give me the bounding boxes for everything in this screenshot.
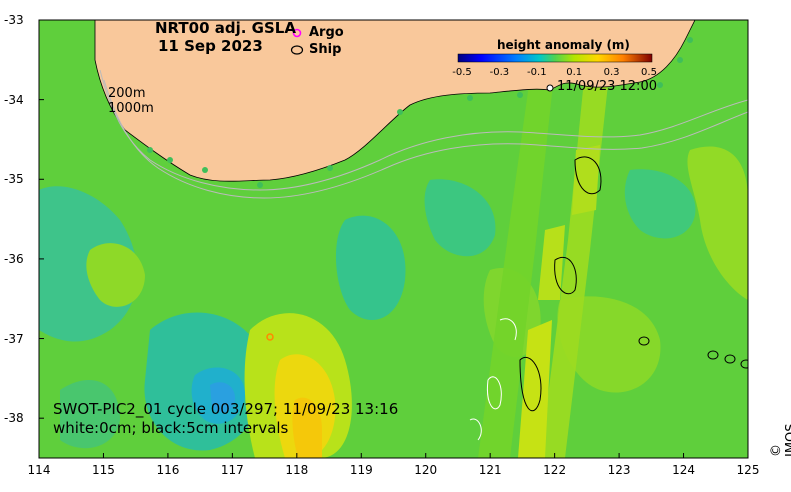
isobath-label-200m: 200m	[108, 86, 146, 101]
map-title-line1: NRT00 adj. GSLA	[155, 19, 296, 37]
y-tick-label: -38	[4, 411, 24, 426]
x-tick-label: 125	[736, 463, 760, 477]
map-title-line2: 11 Sep 2023	[158, 37, 263, 55]
x-tick-label: 119	[349, 463, 373, 477]
isobath-label-1000m: 1000m	[108, 101, 154, 116]
x-tick-label: 117	[220, 463, 244, 477]
colorbar-tick-label: -0.1	[527, 67, 547, 78]
colorbar	[457, 53, 653, 63]
swot-swath	[469, 20, 615, 458]
track-time-label: 11/09/23 12:00	[557, 79, 657, 94]
y-tick-label: -37	[4, 331, 24, 346]
warm-anomaly-core	[292, 397, 322, 458]
x-tick-label: 118	[285, 463, 309, 477]
axis-tick-marks	[38, 19, 749, 458]
argo-marker	[266, 333, 274, 341]
x-tick-label: 123	[607, 463, 631, 477]
argo-legend-icon	[292, 28, 302, 38]
ship-markers	[638, 336, 748, 369]
plot-area	[39, 20, 748, 458]
y-tick-label: -34	[4, 92, 24, 107]
colorbar-tick-label: 0.3	[603, 67, 620, 78]
ship-legend-icon	[290, 45, 304, 55]
teal-region-north	[424, 179, 496, 257]
plot-frame	[38, 19, 749, 459]
teal-region-mid	[60, 380, 120, 449]
y-tick-label: -33	[4, 13, 24, 27]
ship-legend-label: Ship	[309, 42, 342, 57]
y-tick-label: -35	[4, 172, 24, 187]
x-tick-label: 121	[478, 463, 502, 477]
light-green-region-a	[86, 243, 145, 307]
light-green-region-c	[687, 146, 748, 300]
colorbar-tick-label: -0.5	[452, 67, 472, 78]
coastal-dots	[147, 37, 693, 188]
swot-caption-line1: SWOT-PIC2_01 cycle 003/297; 11/09/23 13:…	[53, 400, 399, 418]
swot-caption-line2: white:0cm; black:5cm intervals	[53, 419, 289, 437]
x-tick-label: 115	[92, 463, 115, 477]
y-tick-label: -36	[4, 251, 24, 266]
colorbar-tick-label: -0.3	[489, 67, 510, 78]
track-time-marker	[546, 84, 554, 92]
colorbar-tick-label: 0.1	[566, 67, 583, 78]
cold-core-inner	[210, 382, 236, 413]
x-tick-label: 114	[27, 463, 51, 477]
credit-label: © IMOS 03-Sep-2025 06:24 Hobart	[769, 423, 791, 457]
x-tick-label: 124	[672, 463, 695, 477]
x-tick-label: 122	[543, 463, 567, 477]
colorbar-label: height anomaly (m)	[497, 38, 630, 52]
isobath-200m	[99, 69, 748, 191]
light-green-region-b	[557, 296, 661, 393]
isobath-1000m	[103, 79, 748, 199]
x-tick-label: 120	[414, 463, 438, 477]
teal-region-east	[624, 169, 696, 239]
teal-region-center	[335, 215, 406, 320]
x-tick-label: 116	[156, 463, 180, 477]
argo-legend-label: Argo	[309, 25, 344, 40]
colorbar-tick-label: 0.5	[641, 67, 657, 78]
